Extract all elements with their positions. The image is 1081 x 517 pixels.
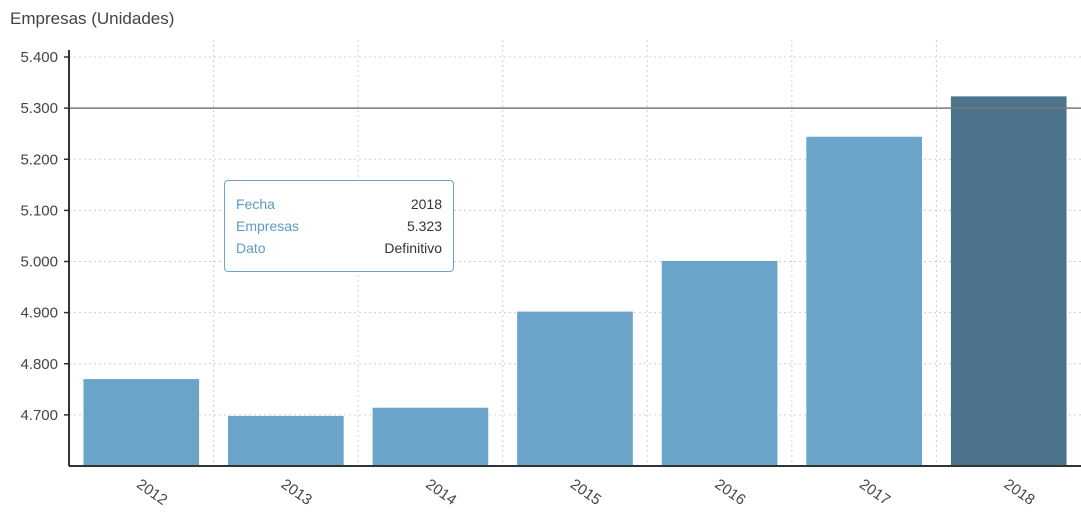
- y-tick-label: 5.400: [20, 49, 58, 66]
- y-tick-labels: 4.700 4.800 4.900 5.000 5.100 5.200 5.300 5.400: [20, 49, 58, 424]
- bar-2014: [372, 407, 489, 466]
- bar-2012: [83, 379, 200, 466]
- bar-2015: [517, 311, 633, 466]
- bar-2016: [661, 260, 778, 466]
- x-tick-label: 2012: [133, 476, 170, 509]
- tooltip-row-dato: Dato Definitivo: [236, 237, 442, 259]
- bar-2018: [950, 96, 1067, 467]
- tooltip-label: Dato: [236, 240, 266, 256]
- tooltip-value: Definitivo: [384, 240, 442, 256]
- y-tick-label: 4.900: [20, 305, 58, 322]
- x-tick-label: 2017: [856, 476, 893, 509]
- bars: [83, 96, 1067, 467]
- y-tick-label: 5.100: [20, 202, 58, 219]
- x-tick-labels: 2012 2013 2014 2015 2016 2017 2018: [133, 476, 1038, 509]
- tooltip-value: 5.323: [406, 218, 442, 234]
- y-tick-label: 5.200: [20, 151, 58, 168]
- axes: [64, 50, 1081, 467]
- y-tick-label: 4.800: [20, 356, 58, 373]
- chart-title: Empresas (Unidades): [10, 9, 175, 28]
- x-tick-label: 2013: [278, 476, 315, 509]
- y-tick-label: 5.000: [20, 254, 58, 271]
- tooltip-value: 2018: [410, 196, 442, 212]
- x-tick-label: 2016: [712, 476, 749, 509]
- y-tick-label: 5.300: [20, 100, 58, 117]
- x-tick-label: 2018: [1001, 476, 1038, 509]
- tooltip-label: Empresas: [236, 218, 300, 234]
- bar-2013: [228, 415, 344, 466]
- y-tick-label: 4.700: [20, 407, 58, 424]
- bar-2017: [806, 136, 922, 466]
- tooltip-label: Fecha: [236, 196, 275, 212]
- x-tick-label: 2015: [567, 476, 604, 509]
- x-tick-label: 2014: [422, 476, 459, 509]
- tooltip-row-fecha: Fecha 2018: [236, 193, 442, 215]
- tooltip: Fecha 2018 Empresas 5.323 Dato Definitiv…: [224, 180, 454, 272]
- tooltip-row-empresas: Empresas 5.323: [236, 215, 442, 237]
